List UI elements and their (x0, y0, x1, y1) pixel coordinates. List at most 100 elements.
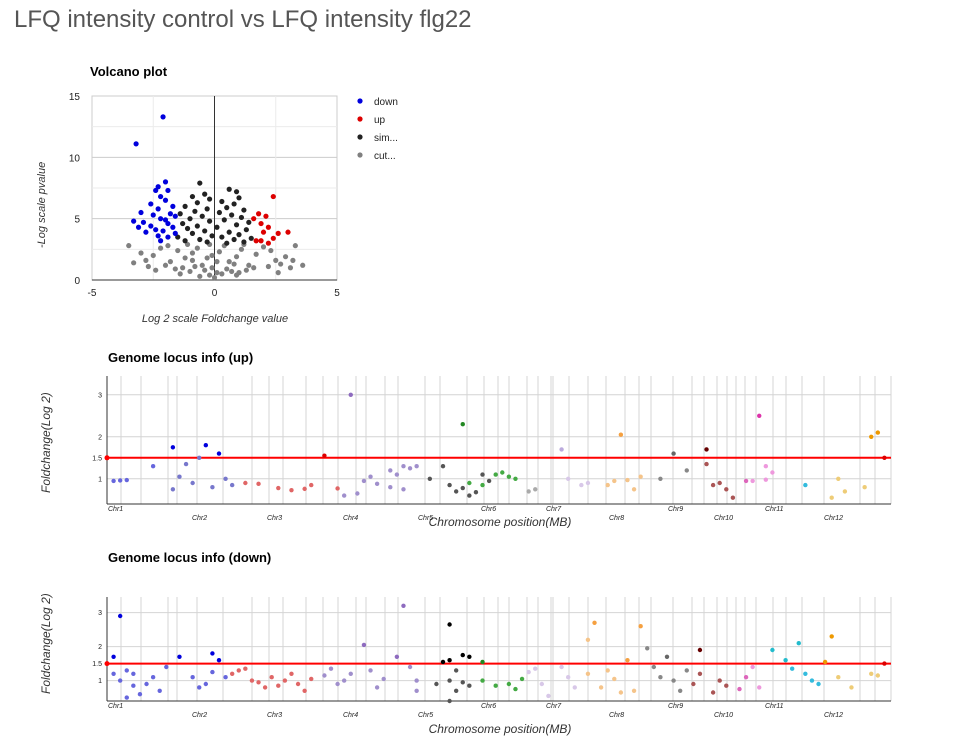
data-point (816, 682, 820, 686)
data-point (559, 447, 563, 451)
data-point (329, 667, 333, 671)
chromosome-label: Chr11 (765, 506, 784, 513)
data-point (461, 486, 465, 490)
data-point (207, 219, 212, 224)
data-point (289, 672, 293, 676)
data-point (520, 677, 524, 681)
data-point (711, 483, 715, 487)
data-point (645, 646, 649, 650)
data-point (573, 685, 577, 689)
data-point (171, 445, 175, 449)
data-point (229, 269, 234, 274)
y-axis-label: Foldchange(Log 2) (39, 392, 53, 493)
data-point (205, 239, 210, 244)
data-point (731, 496, 735, 500)
data-point (171, 487, 175, 491)
data-point (151, 212, 156, 217)
data-point (237, 668, 241, 672)
data-point (224, 241, 229, 246)
data-point (783, 658, 787, 662)
y-tick-label: 10 (69, 153, 81, 164)
data-point (342, 493, 346, 497)
data-point (256, 680, 260, 684)
data-point (293, 243, 298, 248)
data-point (192, 209, 197, 214)
data-point (300, 263, 305, 268)
data-point (160, 114, 165, 119)
data-point (170, 225, 175, 230)
chromosome-label: Chr2 (192, 712, 207, 719)
data-point (205, 206, 210, 211)
data-point (163, 198, 168, 203)
threshold-marker (105, 455, 110, 460)
data-point (285, 230, 290, 235)
plot-group: 1 1.5 2 3 Chr1 Chr2 Chr3 Chr4 Chr5 Chr6 Chr7 Chr8 Ch… (92, 597, 891, 719)
data-point (276, 270, 281, 275)
data-point (270, 675, 274, 679)
data-point (770, 470, 774, 474)
data-point (141, 220, 146, 225)
chromosome-label: Chr3 (267, 712, 282, 719)
data-point (810, 678, 814, 682)
data-point (461, 422, 465, 426)
data-point (197, 180, 202, 185)
data-point (388, 468, 392, 472)
data-point (209, 265, 214, 270)
data-point (244, 268, 249, 273)
data-point (454, 668, 458, 672)
data-point (256, 211, 261, 216)
data-point (526, 670, 530, 674)
data-point (266, 241, 271, 246)
data-point (200, 214, 205, 219)
data-point (711, 690, 715, 694)
data-point (744, 675, 748, 679)
chromosome-label: Chr9 (668, 506, 683, 513)
chromosome-label: Chr4 (343, 515, 358, 522)
data-point (207, 272, 212, 277)
data-point (349, 672, 353, 676)
data-point (175, 248, 180, 253)
y-tick-label: 3 (98, 392, 102, 399)
data-point (118, 614, 122, 618)
data-point (165, 221, 170, 226)
data-point (823, 660, 827, 664)
data-point (461, 680, 465, 684)
x-tick-label: 5 (334, 288, 340, 299)
data-point (744, 479, 748, 483)
data-point (217, 451, 221, 455)
data-point (177, 655, 181, 659)
data-point (219, 199, 224, 204)
data-point (266, 264, 271, 269)
data-point (183, 255, 188, 260)
data-point (153, 188, 158, 193)
data-point (566, 477, 570, 481)
data-point (685, 668, 689, 672)
data-point (480, 678, 484, 682)
data-point (546, 694, 550, 698)
data-point (111, 655, 115, 659)
data-point (170, 204, 175, 209)
data-point (658, 477, 662, 481)
data-point (209, 253, 214, 258)
data-point (718, 678, 722, 682)
data-point (230, 483, 234, 487)
data-point (368, 668, 372, 672)
data-point (190, 481, 194, 485)
data-point (494, 684, 498, 688)
data-point (625, 658, 629, 662)
data-point (219, 271, 224, 276)
data-point (197, 274, 202, 279)
data-point (309, 677, 313, 681)
data-point (467, 481, 471, 485)
data-point (200, 263, 205, 268)
data-point (586, 638, 590, 642)
data-point (467, 684, 471, 688)
data-point (612, 677, 616, 681)
x-axis-label: Chromosome position(MB) (429, 515, 572, 528)
y-axis-label: -Log scale pvalue (36, 162, 48, 248)
data-point (625, 478, 629, 482)
data-point (273, 258, 278, 263)
data-point (197, 456, 201, 460)
data-point (414, 689, 418, 693)
data-point (559, 665, 563, 669)
